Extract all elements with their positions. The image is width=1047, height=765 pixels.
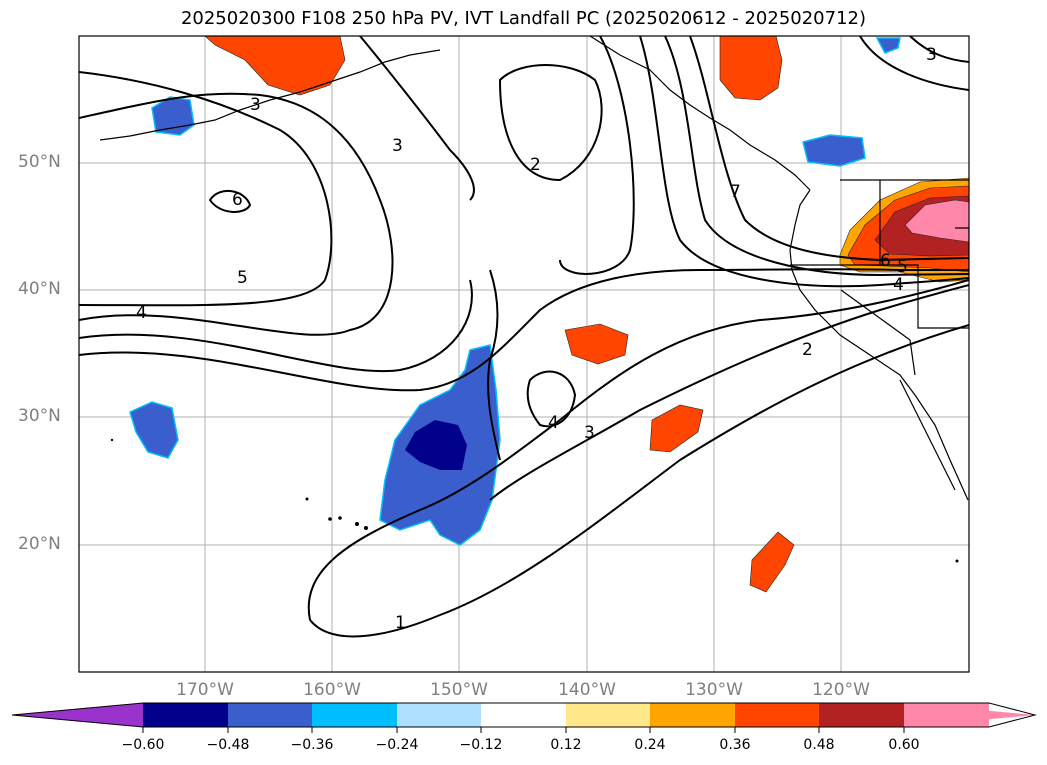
lat-tick-40n: 40°N — [18, 279, 61, 299]
contour-label: 4 — [548, 413, 559, 433]
lon-tick-130w: 130°W — [685, 680, 743, 700]
colorbar-tick-label: −0.36 — [290, 737, 334, 753]
colorbar-tick-label: −0.48 — [206, 737, 250, 753]
lon-tick-140w: 140°W — [558, 680, 616, 700]
lon-tick-160w: 160°W — [303, 680, 361, 700]
contour-label: 2 — [530, 155, 541, 175]
lon-tick-170w: 170°W — [176, 680, 234, 700]
contour-label: 5 — [897, 257, 908, 277]
colorbar-segment — [397, 703, 481, 727]
gridlines — [79, 36, 969, 672]
colorbar-segment — [481, 703, 566, 727]
lon-tick-150w: 150°W — [430, 680, 488, 700]
contour-label: 4 — [893, 275, 904, 295]
colorbar-segment — [143, 703, 228, 727]
coastlines — [99, 36, 969, 501]
contour-label-group: 3 3 2 6 5 4 7 6 5 4 2 4 3 1 3 — [136, 45, 937, 633]
contour-label: 3 — [392, 136, 403, 156]
colorbar-segment — [566, 703, 650, 727]
plot-frame — [78, 35, 970, 673]
lat-tick-50n: 50°N — [18, 152, 61, 172]
colorbar-segment — [650, 703, 735, 727]
colorbar-tick-label: 0.48 — [803, 737, 835, 753]
contour-label: 6 — [232, 190, 243, 210]
colorbar-segment — [228, 703, 312, 727]
colorbar-tick-label: 0.60 — [888, 737, 920, 753]
colorbar-tick-label: 0.24 — [634, 737, 666, 753]
colorbar-tick-label: −0.12 — [459, 737, 503, 753]
pc-contours — [79, 36, 969, 638]
islands — [110, 438, 959, 563]
negative-anomaly-areas — [129, 37, 901, 546]
colorbar-tick-label: 0.36 — [719, 737, 751, 753]
colorbar-segment — [735, 703, 819, 727]
lat-tick-30n: 30°N — [18, 406, 61, 426]
positive-anomaly-areas — [204, 36, 969, 593]
contour-label: 3 — [584, 423, 595, 443]
colorbar-tick-label: 0.12 — [550, 737, 582, 753]
lon-tick-120w: 120°W — [812, 680, 870, 700]
lat-tick-20n: 20°N — [18, 534, 61, 554]
contour-label: 5 — [237, 268, 248, 288]
contour-label: 6 — [880, 251, 891, 271]
contour-label: 1 — [395, 613, 406, 633]
colorbar-tick-label: −0.24 — [375, 737, 419, 753]
colorbar-segment — [819, 703, 904, 727]
colorbar — [11, 702, 1037, 733]
map-title: 2025020300 F108 250 hPa PV, IVT Landfall… — [180, 8, 867, 29]
contour-label: 7 — [730, 182, 741, 202]
contour-label: 4 — [136, 303, 147, 323]
contour-label: 3 — [926, 45, 937, 65]
colorbar-tick-label: −0.60 — [121, 737, 165, 753]
contour-label: 2 — [802, 340, 813, 360]
contour-label: 3 — [250, 95, 261, 115]
colorbar-segment — [312, 703, 397, 727]
